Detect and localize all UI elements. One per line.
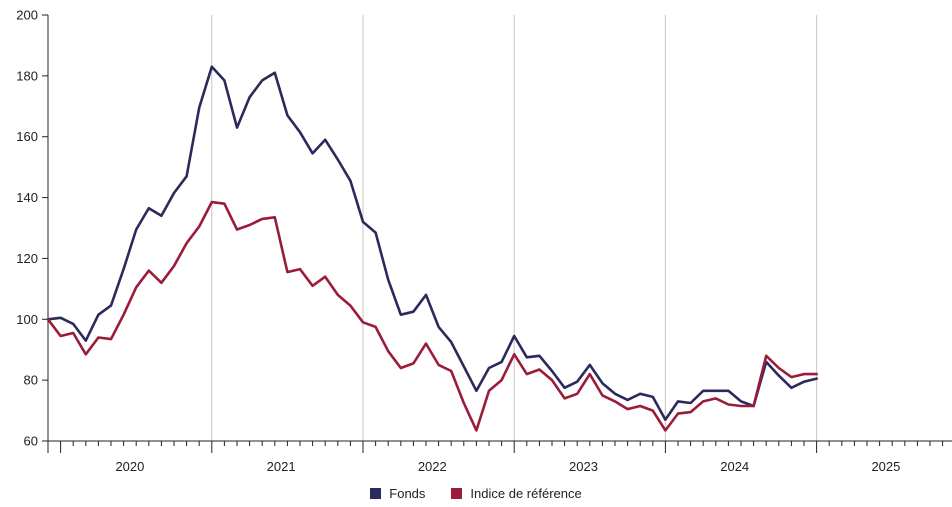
x-year-label: 2020 (115, 459, 144, 474)
y-tick-label: 80 (24, 373, 38, 388)
line-chart: 60 80 100 120 140 160 180 200 2020 2021 2022 2023 20… (16, 8, 952, 475)
year-gridlines (211, 15, 818, 441)
y-tick-label: 200 (16, 8, 38, 23)
y-tick-label: 180 (16, 68, 38, 83)
legend-swatch-indice (451, 488, 463, 499)
legend-label-indice: Indice de référence (470, 486, 582, 501)
y-tick-label: 60 (24, 434, 38, 449)
legend-item-fonds: Fonds (370, 486, 425, 501)
legend: Fonds Indice de référence (0, 486, 952, 501)
y-tick-label: 140 (16, 190, 38, 205)
x-year-label: 2025 (871, 459, 900, 474)
x-year-label: 2021 (267, 459, 296, 474)
legend-swatch-fonds (370, 488, 382, 499)
y-tick-label: 160 (16, 129, 38, 144)
series-line-fonds (46, 65, 818, 422)
y-tick-label: 120 (16, 251, 38, 266)
series-line-indice (46, 200, 818, 432)
series-lines (46, 65, 818, 432)
legend-label-fonds: Fonds (389, 486, 426, 501)
axis-labels: 60 80 100 120 140 160 180 200 2020 2021 2022 2023 20… (16, 8, 900, 475)
axes (42, 14, 952, 453)
x-year-label: 2023 (569, 459, 598, 474)
legend-item-indice: Indice de référence (451, 486, 582, 501)
x-year-label: 2022 (418, 459, 447, 474)
y-tick-label: 100 (16, 312, 38, 327)
x-year-label: 2024 (720, 459, 749, 474)
